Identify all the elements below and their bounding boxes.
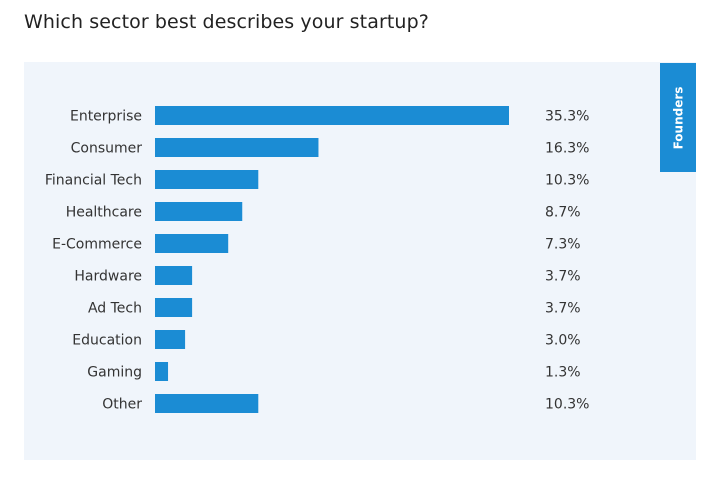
category-label: Enterprise — [70, 109, 142, 125]
value-label: 10.3% — [545, 397, 589, 413]
bar — [155, 170, 259, 189]
value-label: 35.3% — [545, 109, 589, 125]
bar — [155, 330, 186, 349]
category-label: E-Commerce — [52, 237, 142, 253]
value-label: 3.0% — [545, 333, 581, 349]
bar — [155, 138, 319, 157]
category-label: Consumer — [71, 141, 143, 157]
bar — [155, 298, 193, 317]
chart-panel — [24, 62, 696, 460]
value-label: 1.3% — [545, 365, 581, 381]
value-label: 8.7% — [545, 205, 581, 221]
category-label: Healthcare — [66, 205, 142, 221]
value-label: 10.3% — [545, 173, 589, 189]
bar — [155, 394, 259, 413]
bar — [155, 202, 243, 221]
category-label: Gaming — [87, 365, 142, 381]
category-label: Ad Tech — [88, 301, 142, 317]
bar — [155, 106, 509, 125]
category-label: Financial Tech — [45, 173, 142, 189]
value-label: 3.7% — [545, 301, 581, 317]
bar — [155, 266, 193, 285]
category-label: Hardware — [74, 269, 142, 285]
value-label: 7.3% — [545, 237, 581, 253]
bar — [155, 362, 169, 381]
chart-title: Which sector best describes your startup… — [24, 11, 429, 33]
category-label: Education — [72, 333, 142, 349]
category-label: Other — [102, 397, 142, 413]
value-label: 3.7% — [545, 269, 581, 285]
founders-tab[interactable]: Founders — [660, 63, 696, 172]
bars-group: Enterprise 35.3% Consumer 16.3% Financial Te… — [45, 106, 589, 413]
bar — [155, 234, 229, 253]
value-label: 16.3% — [545, 141, 589, 157]
